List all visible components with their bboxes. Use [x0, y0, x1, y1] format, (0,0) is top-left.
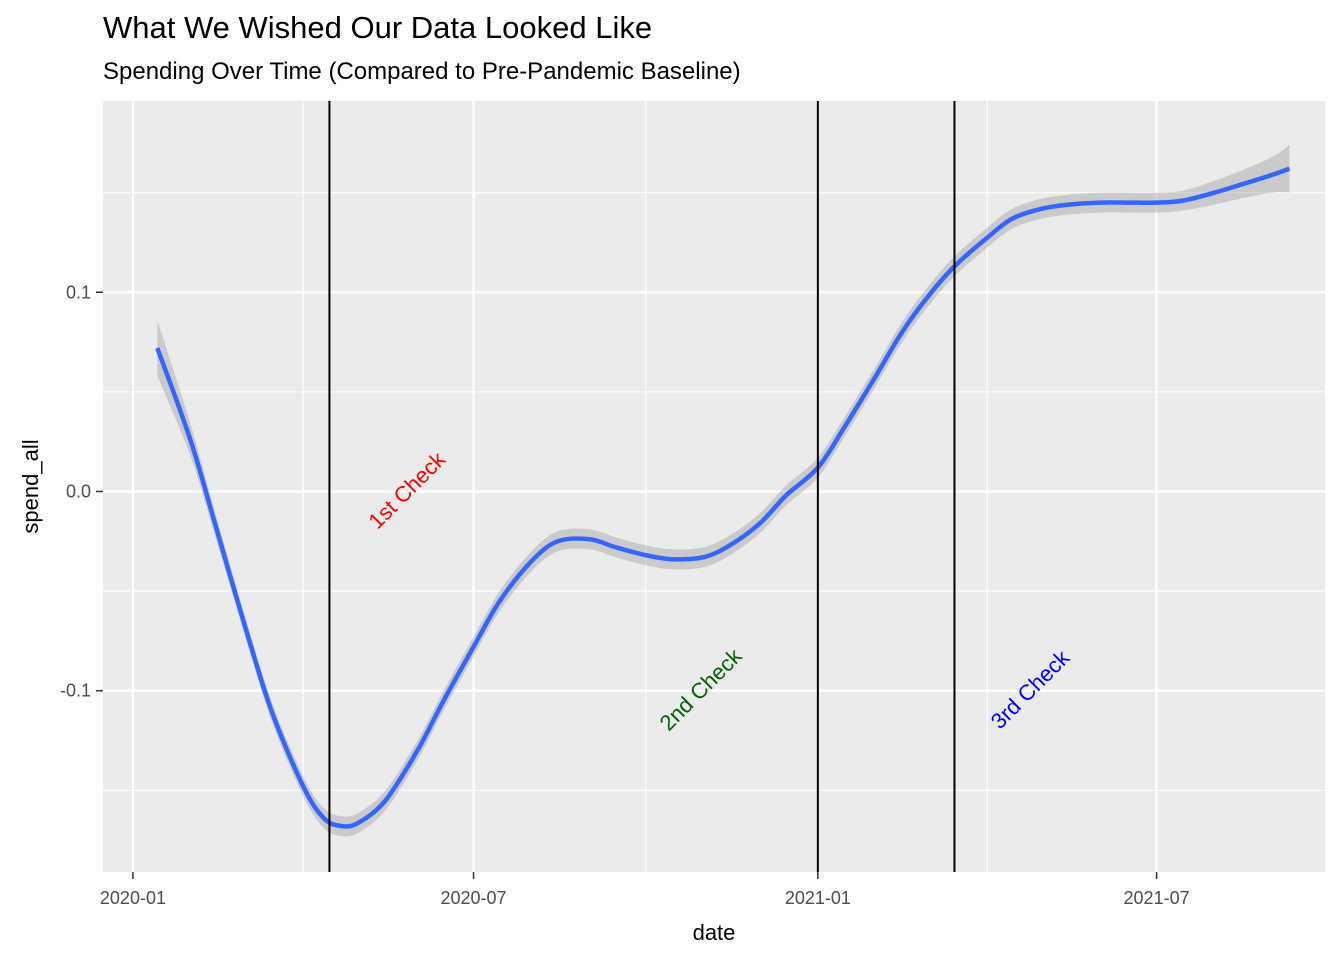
plot-panel	[103, 101, 1325, 872]
x-tick-label: 2020-01	[100, 888, 166, 908]
x-tick-label: 2021-01	[785, 888, 851, 908]
smoothed-line	[155, 166, 1291, 829]
chart-title: What We Wished Our Data Looked Like	[103, 10, 653, 45]
y-tick-label: 0.0	[66, 481, 91, 501]
x-tick-label: 2021-07	[1124, 888, 1190, 908]
x-tick-label: 2020-07	[440, 888, 506, 908]
chart-subtitle: Spending Over Time (Compared to Pre-Pand…	[103, 58, 741, 85]
x-axis-title: date	[693, 920, 736, 945]
y-tick-label: -0.1	[60, 681, 91, 701]
y-axis-title: spend_all	[18, 439, 43, 533]
y-tick-label: 0.1	[66, 282, 91, 302]
